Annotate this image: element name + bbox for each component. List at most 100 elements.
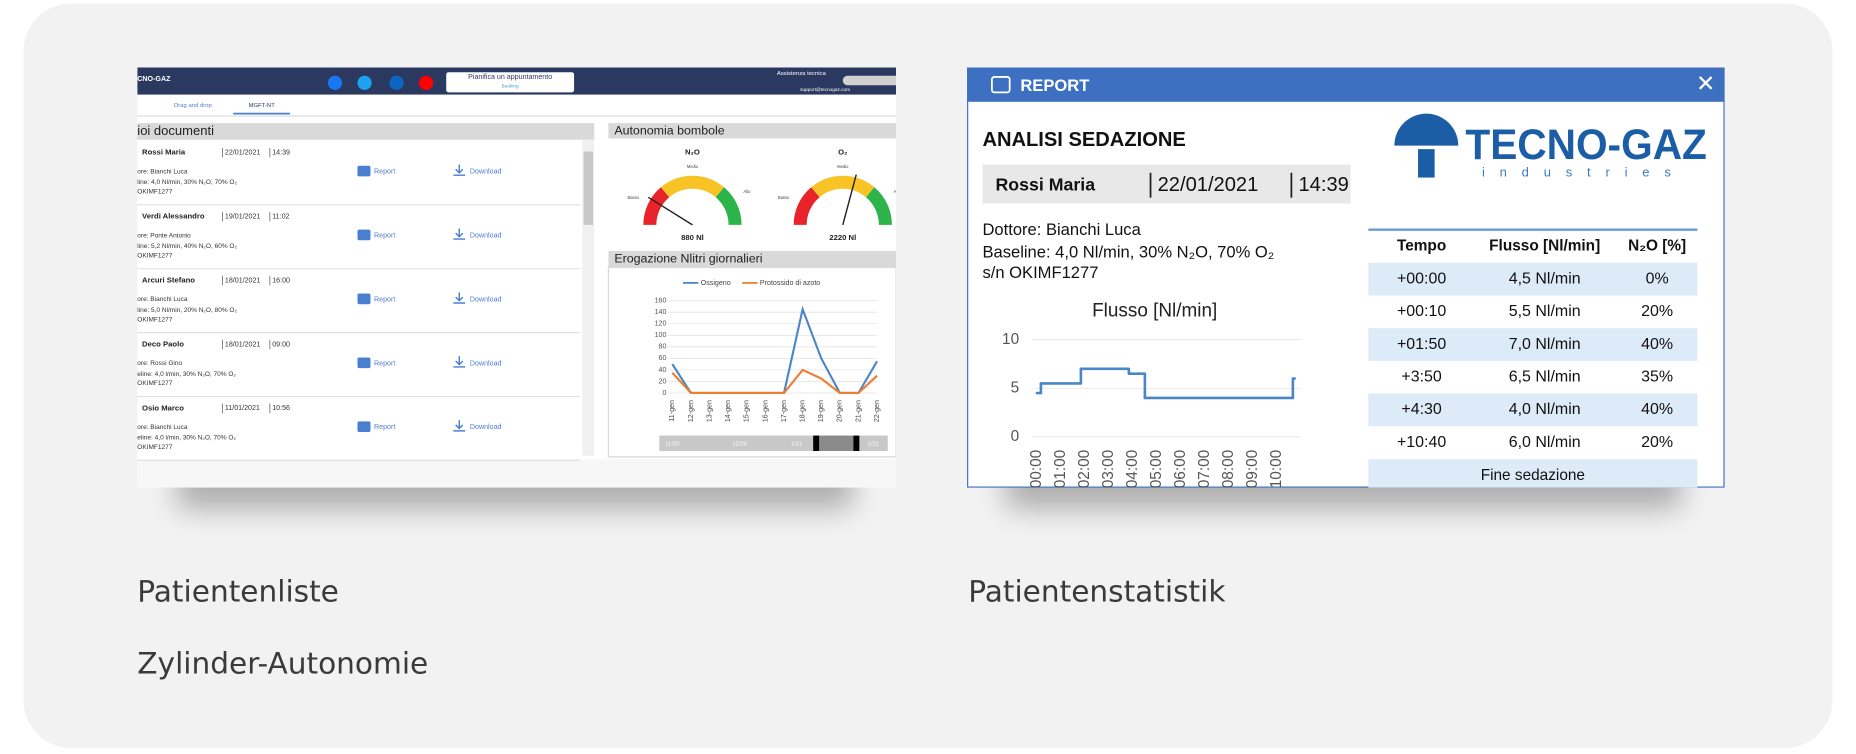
doc-date: 18/01/2021: [225, 276, 261, 284]
gauge-label: Alto: [743, 189, 751, 194]
download-link[interactable]: Download: [470, 359, 502, 367]
download-link[interactable]: Download: [470, 295, 502, 303]
scroll-thumb[interactable]: [583, 151, 594, 225]
booking-sub[interactable]: Booking: [502, 84, 519, 90]
report-link[interactable]: Report: [374, 423, 395, 431]
table-cell: 6,0 Nl/min: [1509, 434, 1581, 451]
range-handle[interactable]: [813, 435, 820, 451]
report-icon[interactable]: [357, 293, 371, 305]
table-cell: 20%: [1641, 434, 1673, 451]
gauge-mid: [660, 175, 725, 198]
linkedin-icon[interactable]: [389, 75, 404, 90]
baseline: line: 5,2 Nl/min, 40% N₂O, 60% O₂: [137, 243, 237, 250]
x-tick-label: 12-gen: [687, 400, 695, 422]
download-icon[interactable]: [453, 420, 466, 432]
range-handle[interactable]: [853, 435, 860, 451]
table-cell: 7,0 Nl/min: [1509, 336, 1581, 353]
doctor: Dottore: Bianchi Luca: [982, 220, 1141, 239]
report-screen: 0 5 10 00:00 01:00 02:00 03:00 04:00 05:00 06:00 0…: [967, 67, 1725, 488]
footer: [137, 459, 897, 488]
patient-name: Verdi Alessandro: [142, 212, 205, 221]
gauge-title: O₂: [838, 148, 848, 157]
x-tick-label: 00:00: [1028, 450, 1045, 488]
twitter-icon[interactable]: [357, 75, 372, 90]
tab[interactable]: MGFT-NT: [249, 103, 276, 109]
table-cell: 0%: [1646, 271, 1669, 288]
gauge-value: 2220 Nl: [829, 233, 856, 242]
doc-time: 10:56: [272, 404, 290, 412]
x-tick-label: 05:00: [1148, 450, 1165, 488]
report-icon[interactable]: [357, 357, 371, 369]
gauge-high: [715, 187, 742, 226]
gauge-label: Medio: [687, 164, 699, 169]
booking-title[interactable]: Pianifica un appuntamento: [468, 73, 552, 81]
doc-date: 11/01/2021: [225, 404, 260, 412]
y-tick-label: 80: [659, 343, 667, 351]
caption: Patientenstatistik: [968, 575, 1226, 609]
legend-label: Ossigeno: [701, 279, 731, 287]
logo-mark: [1394, 113, 1459, 146]
caption: Patientenliste: [137, 575, 339, 609]
x-tick-label: 15-gen: [743, 400, 751, 422]
section-header: [137, 123, 595, 140]
patient-name: Rossi Maria: [995, 175, 1095, 195]
report-link[interactable]: Report: [374, 295, 395, 303]
doc-date: 22/01/2021: [225, 149, 261, 157]
patient-name: Deco Paolo: [142, 339, 184, 348]
chart-frame: [607, 266, 897, 458]
doc-time: 16:00: [272, 276, 290, 284]
facebook-icon[interactable]: [327, 75, 343, 90]
table-cell: 40%: [1641, 336, 1673, 353]
patient-name: Rossi Maria: [142, 148, 186, 157]
report-link[interactable]: Report: [374, 168, 395, 176]
serial: OKIMF1277: [137, 444, 172, 451]
table-row-bg: [1368, 393, 1698, 427]
y-tick-label: 0: [1011, 428, 1020, 445]
download-icon[interactable]: [453, 292, 466, 304]
patient-name: Arcuri Stefano: [142, 276, 195, 285]
slider-label: 1/21: [791, 441, 803, 447]
table-header: Tempo: [1397, 237, 1446, 254]
section-header: [608, 250, 897, 268]
gauge-title: N₂O: [685, 148, 700, 157]
slider-label: 12/20: [732, 441, 747, 447]
scrollbar[interactable]: [582, 139, 595, 456]
download-icon[interactable]: [453, 356, 466, 368]
youtube-icon[interactable]: [419, 75, 434, 90]
patient-box: [982, 164, 1351, 204]
report-link[interactable]: Report: [374, 231, 395, 239]
download-link[interactable]: Download: [470, 423, 502, 431]
table-cell: 4,5 Nl/min: [1509, 271, 1581, 288]
support-email: support@tecnogaz.com: [800, 87, 850, 93]
report-icon[interactable]: [357, 421, 371, 433]
x-tick-label: 09:00: [1244, 450, 1261, 488]
table-row-bg: [1368, 459, 1698, 488]
table-cell: +01:50: [1397, 336, 1446, 353]
gauge-needle: [647, 196, 693, 226]
patient-list-screen: CNO-GAZ Pianifica un appuntamento Booking A…: [137, 67, 902, 488]
download-icon[interactable]: [453, 164, 466, 176]
logo-mark: [1418, 149, 1435, 178]
x-tick-label: 22-gen: [873, 400, 881, 422]
serial: OKIMF1277: [137, 252, 172, 259]
gauge-label: Medio: [837, 164, 849, 169]
range-selection[interactable]: [814, 435, 857, 451]
close-button[interactable]: [1698, 76, 1713, 90]
search-field[interactable]: [842, 75, 902, 86]
y-tick-label: 120: [655, 320, 667, 328]
series-line: [671, 368, 878, 395]
download-link[interactable]: Download: [470, 231, 502, 239]
table-cell: +3:50: [1401, 369, 1442, 386]
report-icon[interactable]: [357, 165, 371, 177]
download-icon[interactable]: [453, 228, 466, 240]
report-icon[interactable]: [357, 229, 371, 241]
booking-button[interactable]: [446, 72, 575, 93]
x-tick-label: 19-gen: [817, 400, 825, 422]
x-tick-label: 08:00: [1220, 450, 1237, 488]
download-link[interactable]: Download: [470, 168, 502, 176]
tab[interactable]: Drag and drop: [174, 103, 212, 109]
report-link[interactable]: Report: [374, 359, 395, 367]
serial: OKIMF1277: [137, 380, 172, 387]
doc-date: 19/01/2021: [225, 212, 261, 220]
